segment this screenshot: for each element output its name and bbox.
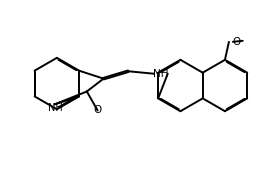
Text: O: O: [94, 105, 102, 116]
Text: O: O: [232, 37, 241, 47]
Text: NH: NH: [152, 69, 168, 79]
Text: NH: NH: [48, 103, 63, 113]
